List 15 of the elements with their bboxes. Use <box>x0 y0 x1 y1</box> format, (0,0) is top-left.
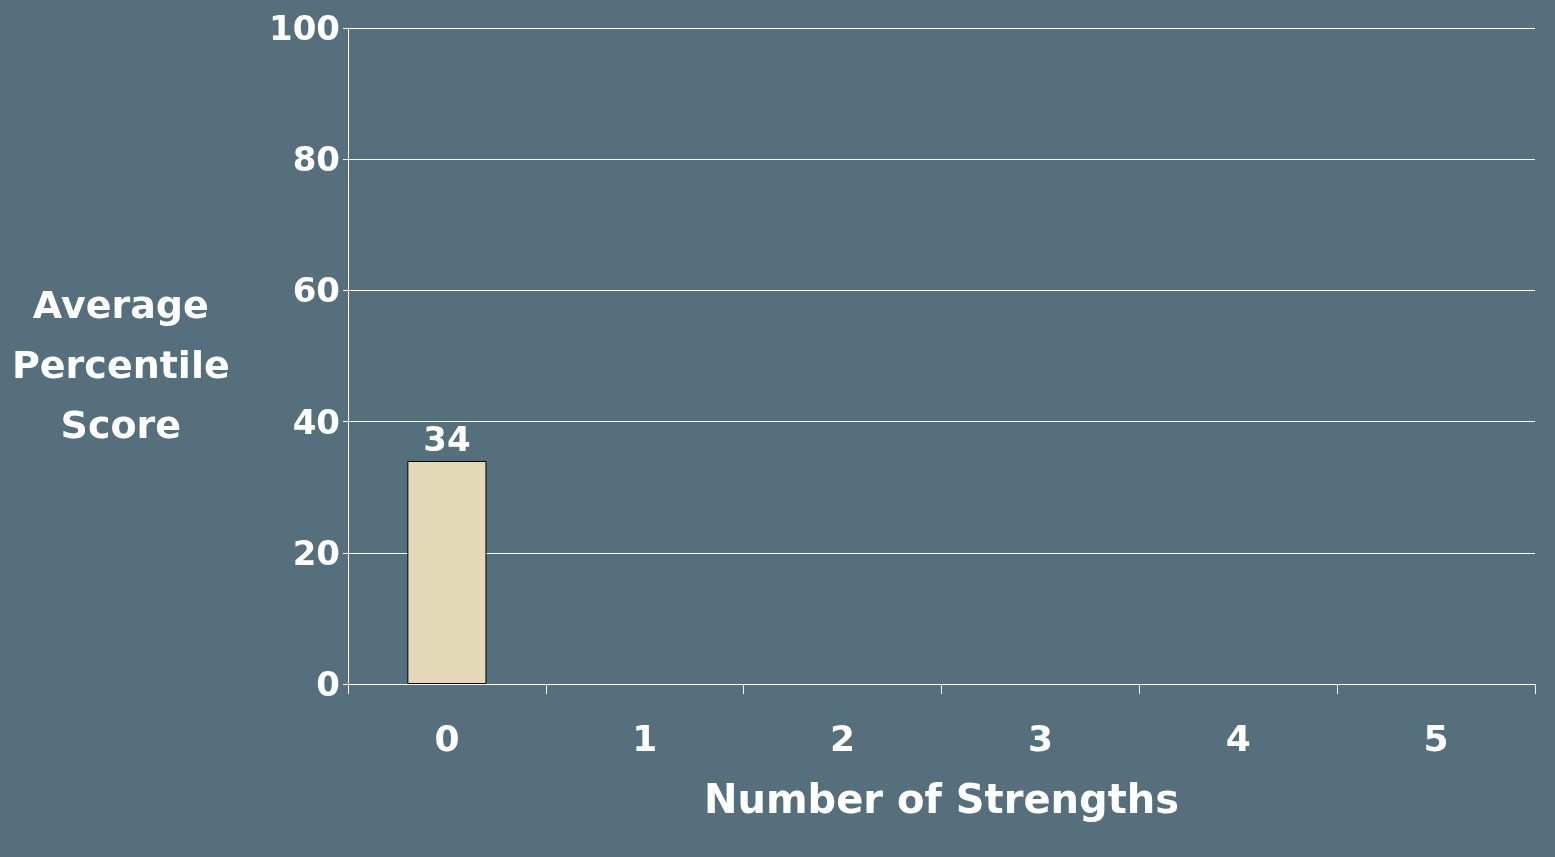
x-axis-title: Number of Strengths <box>703 776 1180 822</box>
x-tick-label: 1 <box>632 717 658 759</box>
x-tick-label: 0 <box>434 717 460 759</box>
y-tick-label: 80 <box>292 139 340 180</box>
y-tick-label: 40 <box>292 401 340 442</box>
y-tick-label: 0 <box>316 664 340 704</box>
data-label: 34 <box>423 418 471 459</box>
y-tick-label: 100 <box>269 8 340 48</box>
y-tick-label: 60 <box>292 270 340 311</box>
y-axis-title: Average Percentile Score <box>12 283 230 447</box>
x-tick-label: 2 <box>830 717 856 759</box>
x-tick-label: 4 <box>1225 717 1251 759</box>
x-tick-label: 3 <box>1027 717 1053 759</box>
y-tick-label: 20 <box>292 532 340 573</box>
x-tick-label: 5 <box>1423 717 1449 759</box>
